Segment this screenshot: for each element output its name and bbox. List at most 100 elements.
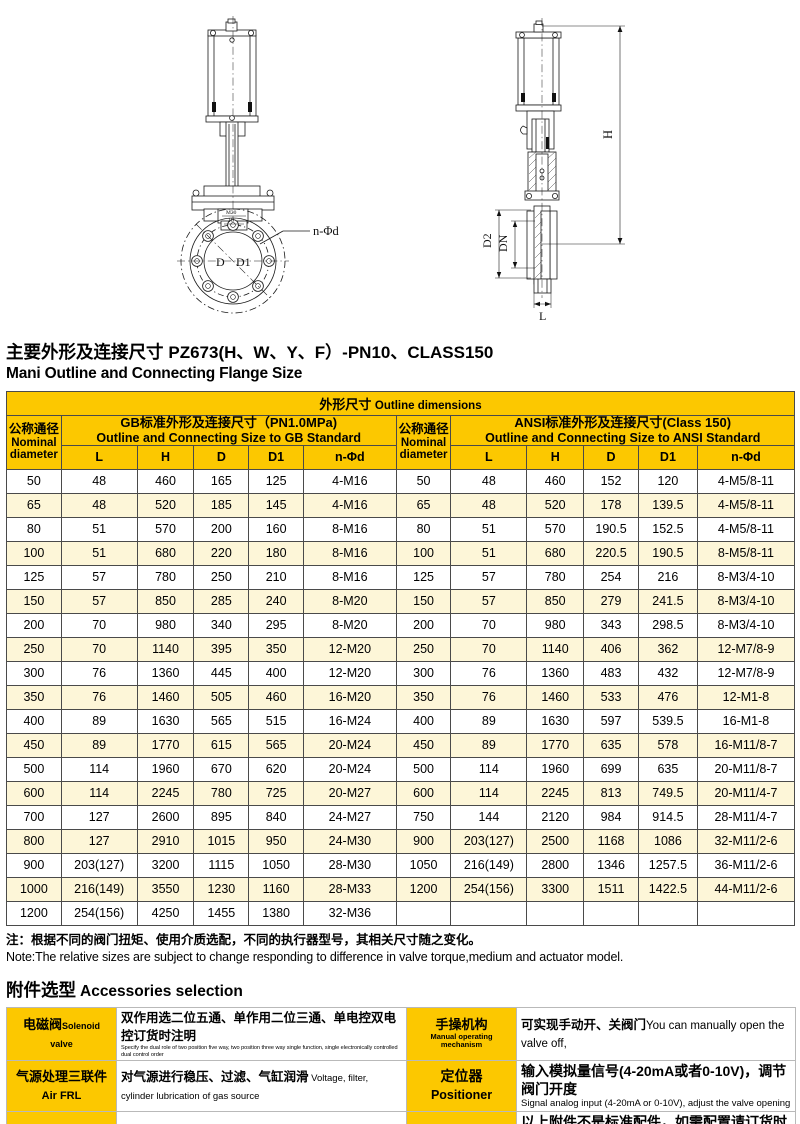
table-cell: 1422.5 (637, 876, 698, 902)
header-group-gb: GB标准外形及连接尺寸（PN1.0MPa) Outline and Connec… (60, 415, 397, 446)
table-cell: 240 (248, 588, 304, 614)
table-cell: 145 (248, 492, 304, 518)
table-row: 300 76 1360 445 400 12-M20 300 76 1360 483 432 12-M… (6, 660, 796, 686)
table-cell: 28-M11/4-7 (696, 804, 796, 830)
table-row: 350 76 1460 505 460 16-M20 350 76 1460 533 476 12-M… (6, 684, 796, 710)
subheader-ansi-H: H (526, 444, 585, 470)
table-cell: 1257.5 (637, 852, 698, 878)
table-cell: 152 (583, 468, 639, 494)
table-row: 50 48 460 165 125 4-M16 50 48 460 152 120 4-M5/8-11 (6, 468, 796, 494)
table-cell: 539.5 (637, 708, 698, 734)
table-cell: 1015 (193, 828, 250, 854)
table-cell: 285 (193, 588, 250, 614)
table-row: 700 127 2600 895 840 24-M27 750 144 2120 984 914.5… (6, 804, 796, 830)
technical-drawings: n-Φd D D1 M20 10 (0, 0, 800, 338)
label-solenoid-cn: 电磁阀 (22, 1017, 62, 1033)
subheader-gb-L: L (60, 444, 138, 470)
table-subheader-row: L H D D1 n-Φd L H D D1 n-Φd (7, 444, 796, 470)
table-cell: 254(156) (450, 876, 528, 902)
table-cell: 300 (395, 660, 452, 686)
table-cell: 100 (395, 540, 452, 566)
table-cell: 57 (60, 564, 138, 590)
table-cell: 570 (526, 516, 585, 542)
table-cell: 980 (136, 612, 195, 638)
table-row: 500 114 1960 670 620 20-M24 500 114 1960 699 635 20… (6, 756, 796, 782)
table-cell: 70 (60, 612, 138, 638)
table-cell: 20-M24 (303, 756, 397, 782)
table-cell: 500 (6, 756, 62, 782)
table-cell: 178 (583, 492, 639, 518)
table-cell: 57 (450, 564, 528, 590)
table-cell: 100 (6, 540, 62, 566)
subheader-gb-D: D (193, 444, 250, 470)
table-cell: 12-M20 (303, 660, 397, 686)
table-cell: 76 (450, 684, 528, 710)
header-group-ansi: ANSI标准外形及连接尺寸(Class 150) Outline and Con… (450, 415, 795, 446)
superheader-outline-dimensions: 外形尺寸 Outline dimensions (6, 391, 795, 416)
nominal-en1: Nominal (11, 436, 57, 449)
table-cell: 4250 (136, 900, 195, 926)
table-cell: 127 (60, 828, 138, 854)
table-cell: 190.5 (583, 516, 639, 542)
table-cell: 279 (583, 588, 639, 614)
table-cell: 12-M20 (303, 636, 397, 662)
table-cell: 44-M11/2-6 (696, 876, 796, 902)
table-cell: 1460 (136, 684, 195, 710)
table-cell: 680 (136, 540, 195, 566)
value-positioner-cn: 输入模拟量信号(4-20mA或者0-10V)，调节阀门开度 (521, 1063, 787, 1098)
drawing-front-flange-view: n-Φd D D1 M20 10 (150, 6, 400, 334)
table-cell: 48 (450, 492, 528, 518)
table-cell: 8-M16 (303, 564, 397, 590)
table-cell: 250 (6, 636, 62, 662)
value-positioner-en: Signal analog input (4-20mA or 0-10V), a… (521, 1098, 791, 1110)
accessories-table: 电磁阀Solenoid valve 双作用选二位五通、单作用二位三通、单电控双电… (6, 1006, 796, 1124)
title-english: Mani Outline and Connecting Flange Size (6, 365, 303, 382)
table-cell: 298.5 (637, 612, 698, 638)
title-chinese: 主要外形及连接尺寸 PZ673(H、W、Y、F）-PN10、CLASS150 (6, 342, 794, 363)
accessory-row-limit-switch: 限位开关 Limit switch 远程反馈开关信号 Remote feedba… (6, 1110, 796, 1124)
table-row: 125 57 780 250 210 8-M16 125 57 780 254 216 8-M3/4-… (6, 564, 796, 590)
table-row: 400 89 1630 565 515 16-M24 400 89 1630 597 539.5 16… (6, 708, 796, 734)
table-cell: 1630 (136, 708, 195, 734)
table-cell: 505 (193, 684, 250, 710)
label-positioner: 定位器 Positioner (406, 1060, 517, 1112)
table-cell: 1630 (526, 708, 585, 734)
subheader-gb-nphid: n-Φd (303, 444, 397, 470)
table-cell: 65 (395, 492, 452, 518)
accessory-row-solenoid: 电磁阀Solenoid valve 双作用选二位五通、单作用二位三通、单电控双电… (6, 1006, 796, 1062)
table-cell: 635 (583, 732, 639, 758)
table-cell: 900 (6, 852, 62, 878)
table-cell: 4-M5/8-11 (696, 516, 796, 542)
accessories-title-cn: 附件选型 (6, 979, 76, 1000)
table-cell: 400 (248, 660, 304, 686)
label-positioner-en: Positioner (430, 1087, 493, 1102)
nominal-cn-2: 公称通径 (398, 421, 449, 436)
table-cell: 635 (637, 756, 698, 782)
group-ansi-en: Outline and Connecting Size to ANSI Stan… (485, 430, 761, 445)
table-cell: 254(156) (60, 900, 138, 926)
table-cell: 200 (6, 612, 62, 638)
table-cell: 150 (6, 588, 62, 614)
table-cell: 125 (6, 564, 62, 590)
note-chinese: 注：根据不同的阀门扭矩、使用介质选配，不同的执行器型号，其相关尺寸随之变化。 (6, 932, 482, 947)
label-L: L (539, 309, 546, 323)
table-cell: 483 (583, 660, 639, 686)
table-cell: 89 (60, 708, 138, 734)
table-cell: 80 (6, 516, 62, 542)
table-note: 注：根据不同的阀门扭矩、使用介质选配，不同的执行器型号，其相关尺寸随之变化。 N… (6, 932, 795, 965)
table-cell: 1770 (526, 732, 585, 758)
table-cell: 2500 (526, 828, 585, 854)
table-cell: 813 (583, 780, 639, 806)
table-cell: 395 (193, 636, 250, 662)
accessories-title: 附件选型 Accessories selection (6, 977, 800, 1002)
table-cell: 8-M3/4-10 (696, 588, 796, 614)
table-cell: 840 (248, 804, 304, 830)
table-cell: 476 (637, 684, 698, 710)
table-cell: 350 (6, 684, 62, 710)
table-cell: 700 (6, 804, 62, 830)
table-cell: 3200 (136, 852, 195, 878)
value-note-cn-1: 以上附件不是标准配件，如需配置请订货时候注明，电磁阀和 (521, 1113, 787, 1124)
table-cell: 51 (450, 540, 528, 566)
label-manual-operating-mechanism: 手操机构 Manual operating mechanism (406, 1006, 517, 1062)
